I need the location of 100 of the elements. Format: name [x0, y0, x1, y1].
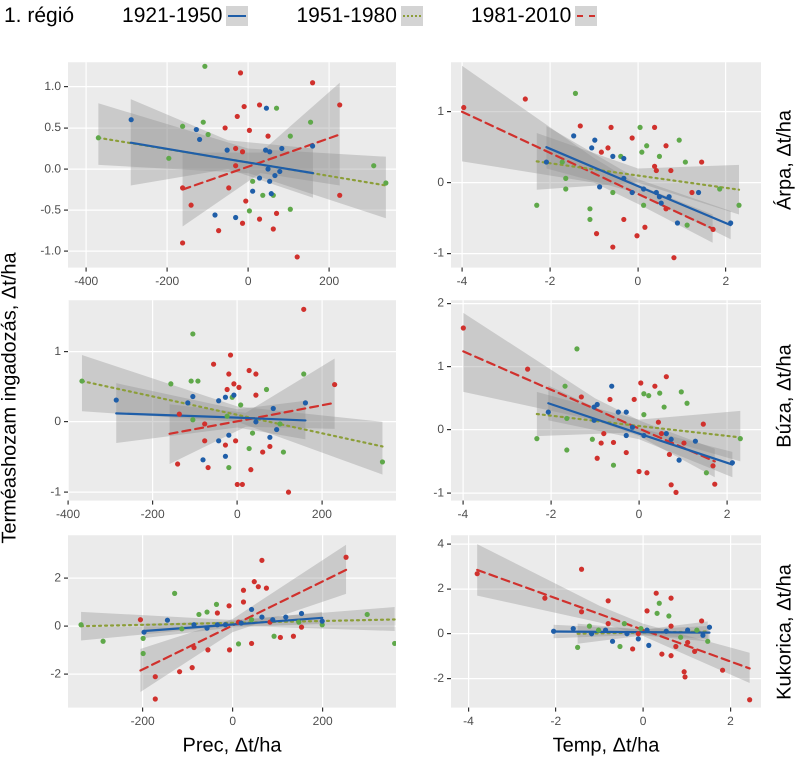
y-tick-label: 2: [437, 296, 444, 310]
point: [622, 621, 627, 626]
point: [630, 424, 636, 430]
point: [226, 603, 232, 608]
point: [666, 194, 672, 200]
point: [222, 442, 228, 448]
point: [114, 397, 119, 403]
y-tick-label: 1: [54, 344, 62, 358]
point: [636, 468, 642, 474]
point: [296, 620, 302, 625]
point: [310, 80, 316, 86]
point: [720, 668, 726, 673]
point: [248, 606, 254, 612]
point: [194, 126, 199, 132]
point: [202, 64, 208, 69]
point: [610, 638, 616, 644]
point: [654, 190, 659, 196]
legend-label: 1951-1980: [296, 4, 397, 28]
point: [676, 138, 682, 143]
point: [689, 190, 695, 196]
point: [320, 618, 325, 624]
x-tick-label: -4: [458, 507, 469, 522]
point: [259, 558, 265, 563]
point: [337, 102, 342, 108]
point: [190, 665, 195, 670]
x-tick-label: 2: [724, 507, 731, 522]
point: [594, 456, 600, 461]
point: [226, 432, 232, 438]
line-series: [476, 568, 751, 670]
point: [632, 396, 637, 402]
point: [589, 145, 594, 150]
point: [610, 190, 616, 196]
point: [196, 612, 202, 618]
point: [717, 186, 722, 192]
point: [222, 454, 228, 459]
point: [644, 143, 650, 148]
point: [646, 393, 652, 398]
point: [179, 626, 184, 632]
point: [180, 185, 186, 191]
point: [152, 696, 158, 702]
point: [654, 168, 659, 174]
y-tick-label: 1: [437, 104, 444, 118]
point: [195, 378, 201, 384]
point: [212, 212, 218, 218]
point: [621, 176, 626, 181]
point: [279, 146, 284, 152]
point: [256, 216, 262, 222]
point: [200, 457, 206, 462]
point: [256, 175, 262, 181]
point: [671, 255, 677, 260]
x-tick-label: 0: [640, 714, 647, 728]
y-tick-label: 2: [54, 570, 62, 585]
point: [587, 216, 593, 222]
point: [608, 124, 614, 130]
point: [694, 628, 700, 633]
point: [190, 394, 196, 400]
point: [534, 436, 540, 442]
y-tick-label: 0: [437, 626, 444, 640]
point: [676, 458, 682, 463]
point: [233, 163, 238, 168]
point: [728, 220, 734, 226]
y-tick-label: 0: [437, 174, 444, 189]
point: [682, 674, 688, 680]
point: [664, 430, 669, 436]
point: [267, 149, 272, 154]
point: [197, 136, 202, 142]
point: [138, 617, 144, 622]
point: [563, 176, 568, 181]
point: [657, 390, 662, 396]
point: [696, 190, 702, 196]
point: [664, 374, 669, 380]
point: [286, 490, 292, 495]
point: [202, 421, 208, 427]
point: [642, 224, 648, 230]
point: [624, 450, 629, 456]
point: [617, 644, 623, 650]
x-tick-label: 200: [312, 714, 333, 728]
point: [343, 554, 349, 560]
point: [544, 159, 550, 165]
point: [621, 216, 626, 222]
point: [264, 586, 270, 591]
point: [283, 614, 288, 620]
point: [684, 400, 690, 406]
point: [271, 634, 277, 639]
point: [246, 208, 252, 214]
point: [270, 617, 276, 622]
point: [654, 610, 660, 616]
point: [658, 430, 664, 436]
point: [246, 368, 252, 374]
point: [278, 634, 283, 640]
point: [636, 631, 641, 636]
point: [308, 120, 314, 125]
point: [673, 490, 679, 495]
point: [224, 148, 230, 153]
point: [240, 482, 245, 488]
y2-axis-title: Kukorica, Δt/ha: [774, 564, 796, 700]
point: [248, 467, 254, 472]
point: [216, 398, 222, 404]
point: [522, 96, 528, 102]
point: [624, 409, 629, 415]
